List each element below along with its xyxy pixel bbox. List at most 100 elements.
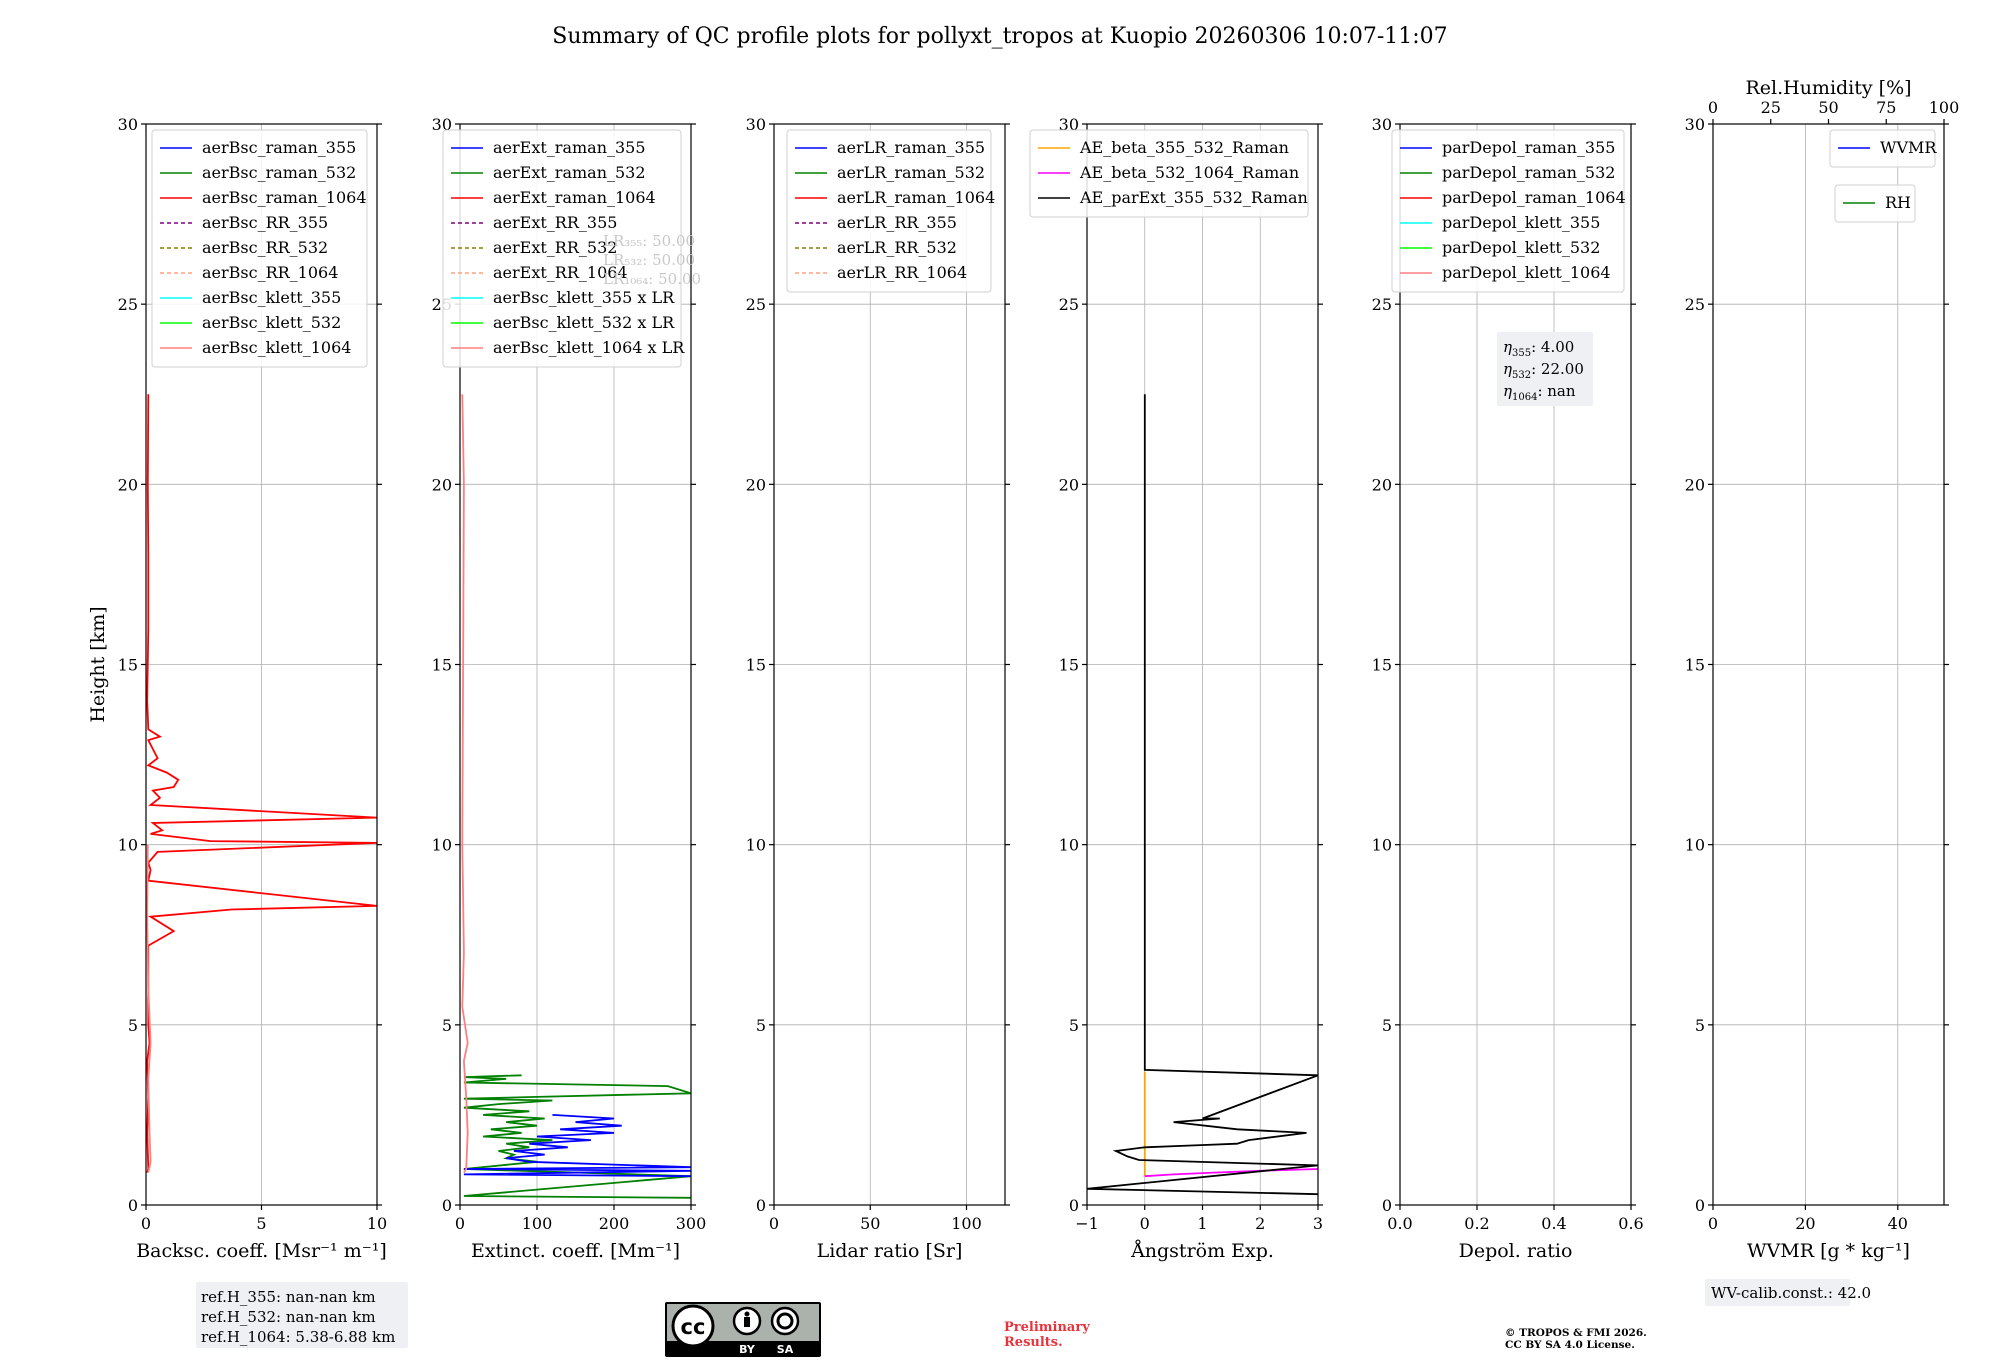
legend: aerExt_raman_355 aerExt_raman_532 aerExt_r… <box>442 129 685 368</box>
legend-entry: parDepol_klett_1064 <box>1442 263 1611 282</box>
top-x-axis-label: Rel.Humidity [%] <box>1745 77 1911 99</box>
y-tick-label: 30 <box>1685 115 1705 134</box>
y-tick-label: 25 <box>746 295 766 314</box>
legend-entry: aerExt_raman_355 <box>493 138 646 157</box>
y-tick-label: 30 <box>746 115 766 134</box>
y-tick-label: 10 <box>1685 836 1705 855</box>
top-x-tick-label: 25 <box>1761 98 1781 117</box>
cc-by-label: BY <box>739 1343 756 1356</box>
legend-entry: AE_beta_532_1064_Raman <box>1079 163 1299 182</box>
legend-entry: aerExt_raman_1064 <box>493 188 656 207</box>
x-tick-label: 0.6 <box>1618 1214 1643 1233</box>
legend-entry: parDepol_klett_532 <box>1442 238 1600 257</box>
y-tick-label: 10 <box>746 836 766 855</box>
y-tick-label: 5 <box>756 1016 766 1035</box>
y-tick-label: 20 <box>432 475 452 494</box>
y-tick-label: 30 <box>118 115 138 134</box>
y-tick-label: 5 <box>1069 1016 1079 1035</box>
legend-entry: aerExt_raman_532 <box>493 163 646 182</box>
series-line-aerext-raman-532 <box>463 1074 691 1199</box>
copyright-line1: © TROPOS & FMI 2026. <box>1505 1327 1647 1339</box>
x-axis-label: Lidar ratio [Sr] <box>817 1240 963 1262</box>
panel-lr: 0 5 10 15 20 25 30 0 50 100 Lidar ratio [Sr] aerLR_… <box>746 115 1010 1262</box>
y-tick-label: 25 <box>118 295 138 314</box>
y-tick-label: 0 <box>1069 1196 1079 1215</box>
ref-height-note: ref.H_1064: 5.38-6.88 km <box>201 1328 395 1346</box>
y-tick-label: 20 <box>1685 475 1705 494</box>
x-tick-label: 2 <box>1255 1214 1265 1233</box>
cc-sa-label: SA <box>777 1343 794 1356</box>
y-tick-label: 5 <box>442 1016 452 1035</box>
legend-entry: aerBsc_klett_532 <box>202 313 341 332</box>
y-tick-label: 15 <box>1059 656 1079 675</box>
series-line-aerbsc-klett-1064xlr <box>461 394 469 1174</box>
x-tick-label: 0.4 <box>1541 1214 1566 1233</box>
faint-lr-label: LR₅₃₂: 50.00 <box>603 251 695 269</box>
y-tick-label: 10 <box>1059 836 1079 855</box>
x-tick-label: 100 <box>951 1214 982 1233</box>
x-axis-label: WVMR [g * kg⁻¹] <box>1747 1240 1910 1262</box>
legend-entry: WVMR <box>1880 138 1937 157</box>
x-tick-label: 0 <box>141 1214 151 1233</box>
x-tick-label: 40 <box>1888 1214 1908 1233</box>
x-tick-label: 20 <box>1795 1214 1815 1233</box>
y-tick-label: 0 <box>1382 1196 1392 1215</box>
legend-entry: parDepol_raman_1064 <box>1442 188 1626 207</box>
svg-text:cc: cc <box>681 1315 706 1339</box>
preliminary-line1: Preliminary <box>1004 1320 1090 1335</box>
x-tick-label: 5 <box>256 1214 266 1233</box>
legend-entry: aerBsc_raman_532 <box>202 163 356 182</box>
legend-box <box>1829 129 1936 168</box>
panel-bsc: 0 5 10 15 20 25 30 0 5 10 Backsc. coeff. [Msr⁻¹ m⁻… <box>87 115 408 1348</box>
series-line-ae-beta-532-1064-raman <box>1144 1168 1318 1178</box>
legend-entry: aerLR_RR_532 <box>837 238 957 257</box>
y-tick-label: 10 <box>1372 836 1392 855</box>
legend-entry: aerLR_RR_355 <box>837 213 957 232</box>
legend-entry: aerExt_RR_532 <box>493 238 617 257</box>
y-tick-label: 15 <box>1685 656 1705 675</box>
x-axis-label: Extinct. coeff. [Mm⁻¹] <box>471 1240 680 1262</box>
legend-entry: aerBsc_RR_355 <box>202 213 328 232</box>
cc-icon <box>671 1304 715 1348</box>
eta-box <box>1497 332 1593 406</box>
y-tick-label: 25 <box>1372 295 1392 314</box>
x-axis-label: Depol. ratio <box>1459 1240 1573 1262</box>
legend-entry: aerLR_RR_1064 <box>837 263 967 282</box>
series-line-aerext-raman-355 <box>463 1114 691 1178</box>
legend-entry: aerExt_RR_355 <box>493 213 617 232</box>
y-tick-label: 20 <box>746 475 766 494</box>
legend-entry: parDepol_raman_532 <box>1442 163 1615 182</box>
y-tick-label: 0 <box>442 1196 452 1215</box>
y-tick-label: 25 <box>1059 295 1079 314</box>
copyright-line2: CC BY SA 4.0 License. <box>1505 1339 1635 1351</box>
legend-entry: aerBsc_klett_355 <box>202 288 341 307</box>
top-x-tick-label: 100 <box>1929 98 1960 117</box>
x-tick-label: 300 <box>676 1214 707 1233</box>
y-tick-label: 30 <box>1059 115 1079 134</box>
eta-entry: η355: 4.00 <box>1503 338 1574 359</box>
ref-height-note: ref.H_355: nan-nan km <box>201 1288 376 1306</box>
legend-entry: AE_beta_355_532_Raman <box>1079 138 1289 157</box>
top-x-tick-label: 0 <box>1708 98 1718 117</box>
wv-calib-note: WV-calib.const.: 42.0 <box>1711 1284 1871 1302</box>
series-line-aerbsc-raman-1064 <box>146 394 377 1173</box>
x-tick-label: 50 <box>860 1214 880 1233</box>
x-axis-label: Ångström Exp. <box>1130 1240 1274 1262</box>
preliminary-line2: Results. <box>1004 1335 1063 1350</box>
legend: RH <box>1834 184 1916 223</box>
y-tick-label: 30 <box>1372 115 1392 134</box>
legend-entry: aerExt_RR_1064 <box>493 263 628 282</box>
y-tick-label: 10 <box>432 836 452 855</box>
legend-box <box>786 129 992 293</box>
x-tick-label: 1 <box>1197 1214 1207 1233</box>
legend-entry: RH <box>1885 193 1911 212</box>
cc-license-badge: cc BY SA <box>665 1302 821 1357</box>
legend-entry: parDepol_klett_355 <box>1442 213 1600 232</box>
eta-entry: η1064: nan <box>1503 382 1576 403</box>
x-axis-label: Backsc. coeff. [Msr⁻¹ m⁻¹] <box>136 1240 387 1262</box>
y-tick-label: 0 <box>756 1196 766 1215</box>
ref-height-note: ref.H_532: nan-nan km <box>201 1308 376 1326</box>
x-tick-label: 10 <box>367 1214 387 1233</box>
legend: aerLR_raman_355 aerLR_raman_532 aerLR_rama… <box>786 129 995 293</box>
